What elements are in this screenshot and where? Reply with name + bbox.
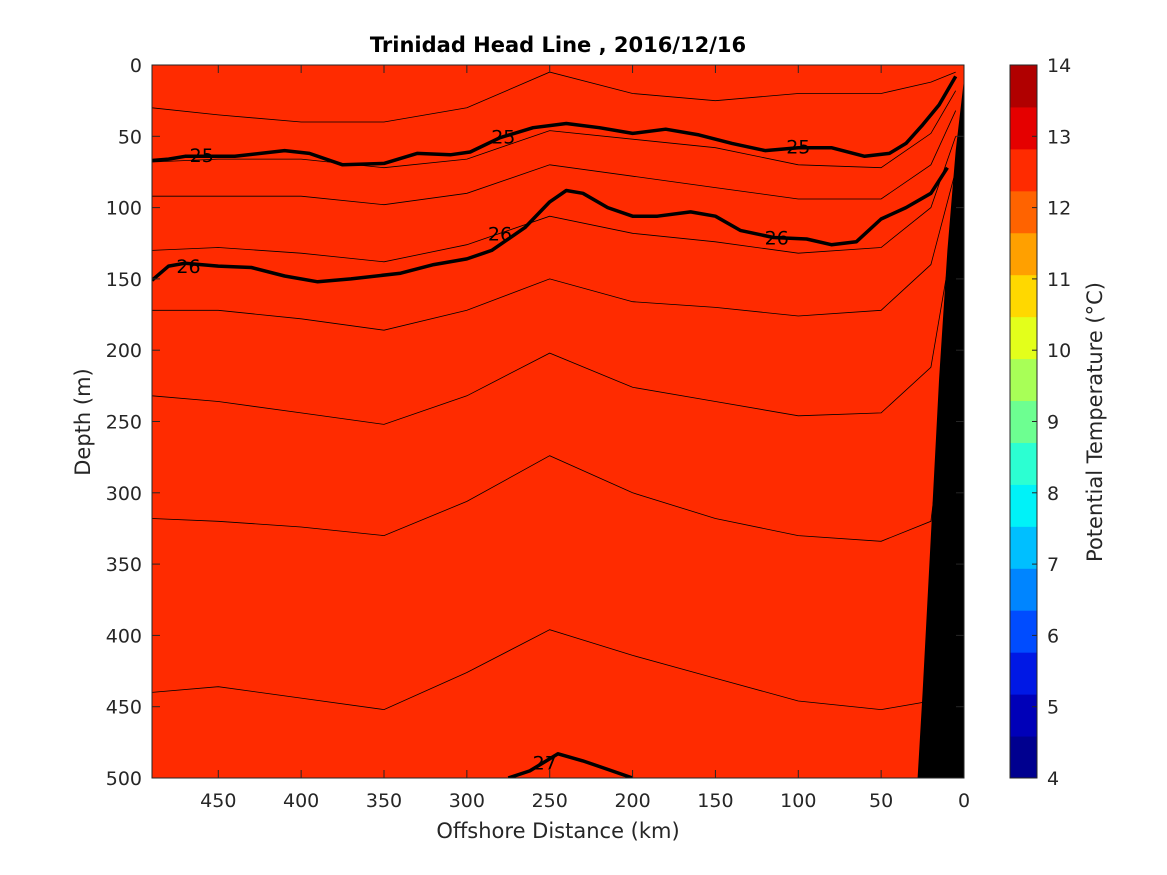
contour-label-27: 27 bbox=[533, 752, 557, 774]
colorbar: 4 5 6 7 8 9 10 11 12 13 14 bbox=[1009, 55, 1071, 790]
x-tick-label: 250 bbox=[532, 790, 568, 812]
colorbar-tick-label: 13 bbox=[1047, 126, 1071, 148]
colorbar-swatch bbox=[1010, 148, 1037, 192]
y-tick-label: 450 bbox=[106, 697, 142, 719]
temp-band-13 bbox=[152, 65, 964, 778]
isotherm-line bbox=[152, 170, 957, 331]
colorbar-swatch bbox=[1010, 190, 1037, 234]
contour-label-25: 25 bbox=[491, 126, 515, 148]
colorbar-swatch bbox=[1010, 65, 1037, 108]
x-axis: 450 400 350 300 250 200 150 100 50 0 bbox=[200, 65, 970, 812]
colorbar-swatch bbox=[1010, 106, 1037, 150]
colorbar-tick-label: 8 bbox=[1047, 483, 1059, 505]
y-tick-label: 500 bbox=[106, 768, 142, 790]
colorbar-tick-label: 11 bbox=[1047, 269, 1071, 291]
contour-label-25: 25 bbox=[190, 145, 214, 167]
y-tick-label: 350 bbox=[106, 554, 142, 576]
isotherm-line bbox=[152, 136, 957, 263]
colorbar-swatch bbox=[1010, 610, 1037, 653]
colorbar-swatch bbox=[1010, 358, 1037, 402]
colorbar-swatch bbox=[1010, 694, 1037, 737]
colorbar-swatch bbox=[1010, 736, 1037, 779]
y-tick-label: 150 bbox=[106, 269, 142, 291]
y-tick-label: 250 bbox=[106, 412, 142, 434]
x-tick-label: 350 bbox=[366, 790, 402, 812]
x-tick-label: 50 bbox=[869, 790, 893, 812]
x-tick-label: 0 bbox=[958, 790, 970, 812]
colorbar-tick-label: 5 bbox=[1047, 697, 1059, 719]
colorbar-tick-label: 7 bbox=[1047, 554, 1059, 576]
contour-label-26: 26 bbox=[488, 223, 512, 245]
colorbar-swatch bbox=[1010, 442, 1037, 485]
colorbar-tick-label: 12 bbox=[1047, 198, 1071, 220]
isotherm-line bbox=[152, 221, 957, 425]
contour-labels: 25 25 25 26 26 26 27 bbox=[176, 126, 810, 774]
x-tick-label: 100 bbox=[780, 790, 816, 812]
y-tick-label: 200 bbox=[106, 340, 142, 362]
contour-label-26: 26 bbox=[176, 256, 200, 278]
contour-label-25: 25 bbox=[786, 136, 810, 158]
colorbar-tick-label: 14 bbox=[1047, 55, 1071, 77]
colorbar-tick-label: 9 bbox=[1047, 412, 1059, 434]
y-axis-label: Depth (m) bbox=[71, 368, 95, 475]
x-axis-label: Offshore Distance (km) bbox=[436, 819, 679, 843]
contour-label-26: 26 bbox=[765, 228, 789, 250]
colorbar-swatch bbox=[1010, 232, 1037, 276]
isotherm-line bbox=[152, 478, 957, 711]
x-tick-label: 450 bbox=[200, 790, 236, 812]
x-tick-label: 150 bbox=[697, 790, 733, 812]
colorbar-tick-label: 4 bbox=[1047, 768, 1059, 790]
x-tick-label: 400 bbox=[283, 790, 319, 812]
density-contours bbox=[152, 75, 958, 778]
y-tick-label: 100 bbox=[106, 198, 142, 220]
colorbar-swatch bbox=[1010, 652, 1037, 695]
y-tick-label: 0 bbox=[130, 55, 142, 77]
colorbar-swatch bbox=[1010, 274, 1037, 318]
chart-title: Trinidad Head Line , 2016/12/16 bbox=[370, 33, 746, 57]
y-tick-label: 300 bbox=[106, 483, 142, 505]
seafloor-mask bbox=[917, 65, 964, 778]
density-contour-27 bbox=[507, 752, 634, 778]
isotherm-line bbox=[152, 321, 957, 542]
x-tick-label: 200 bbox=[614, 790, 650, 812]
isotherm-line bbox=[152, 90, 957, 169]
plot-area: 25 25 25 26 26 26 27 bbox=[152, 65, 964, 778]
x-tick-label: 300 bbox=[449, 790, 485, 812]
density-contour-25 bbox=[152, 75, 958, 167]
colorbar-tick-label: 6 bbox=[1047, 625, 1059, 647]
isotherm-line bbox=[152, 110, 957, 206]
y-tick-label: 400 bbox=[106, 625, 142, 647]
colorbar-swatch bbox=[1010, 568, 1037, 611]
isotherm-lines bbox=[152, 65, 957, 711]
isotherm-line bbox=[152, 71, 956, 123]
colorbar-swatch bbox=[1010, 316, 1037, 360]
bathymetry-mask bbox=[917, 65, 964, 778]
temperature-bands bbox=[152, 65, 964, 778]
density-contour-26 bbox=[152, 166, 949, 284]
colorbar-swatch bbox=[1010, 526, 1037, 569]
colorbar-tick-label: 10 bbox=[1047, 340, 1071, 362]
colorbar-label: Potential Temperature (°C) bbox=[1083, 282, 1107, 562]
y-tick-label: 50 bbox=[118, 126, 142, 148]
colorbar-swatch bbox=[1010, 484, 1037, 527]
y-axis: 0 50 100 150 200 250 300 350 400 450 500 bbox=[106, 55, 964, 790]
